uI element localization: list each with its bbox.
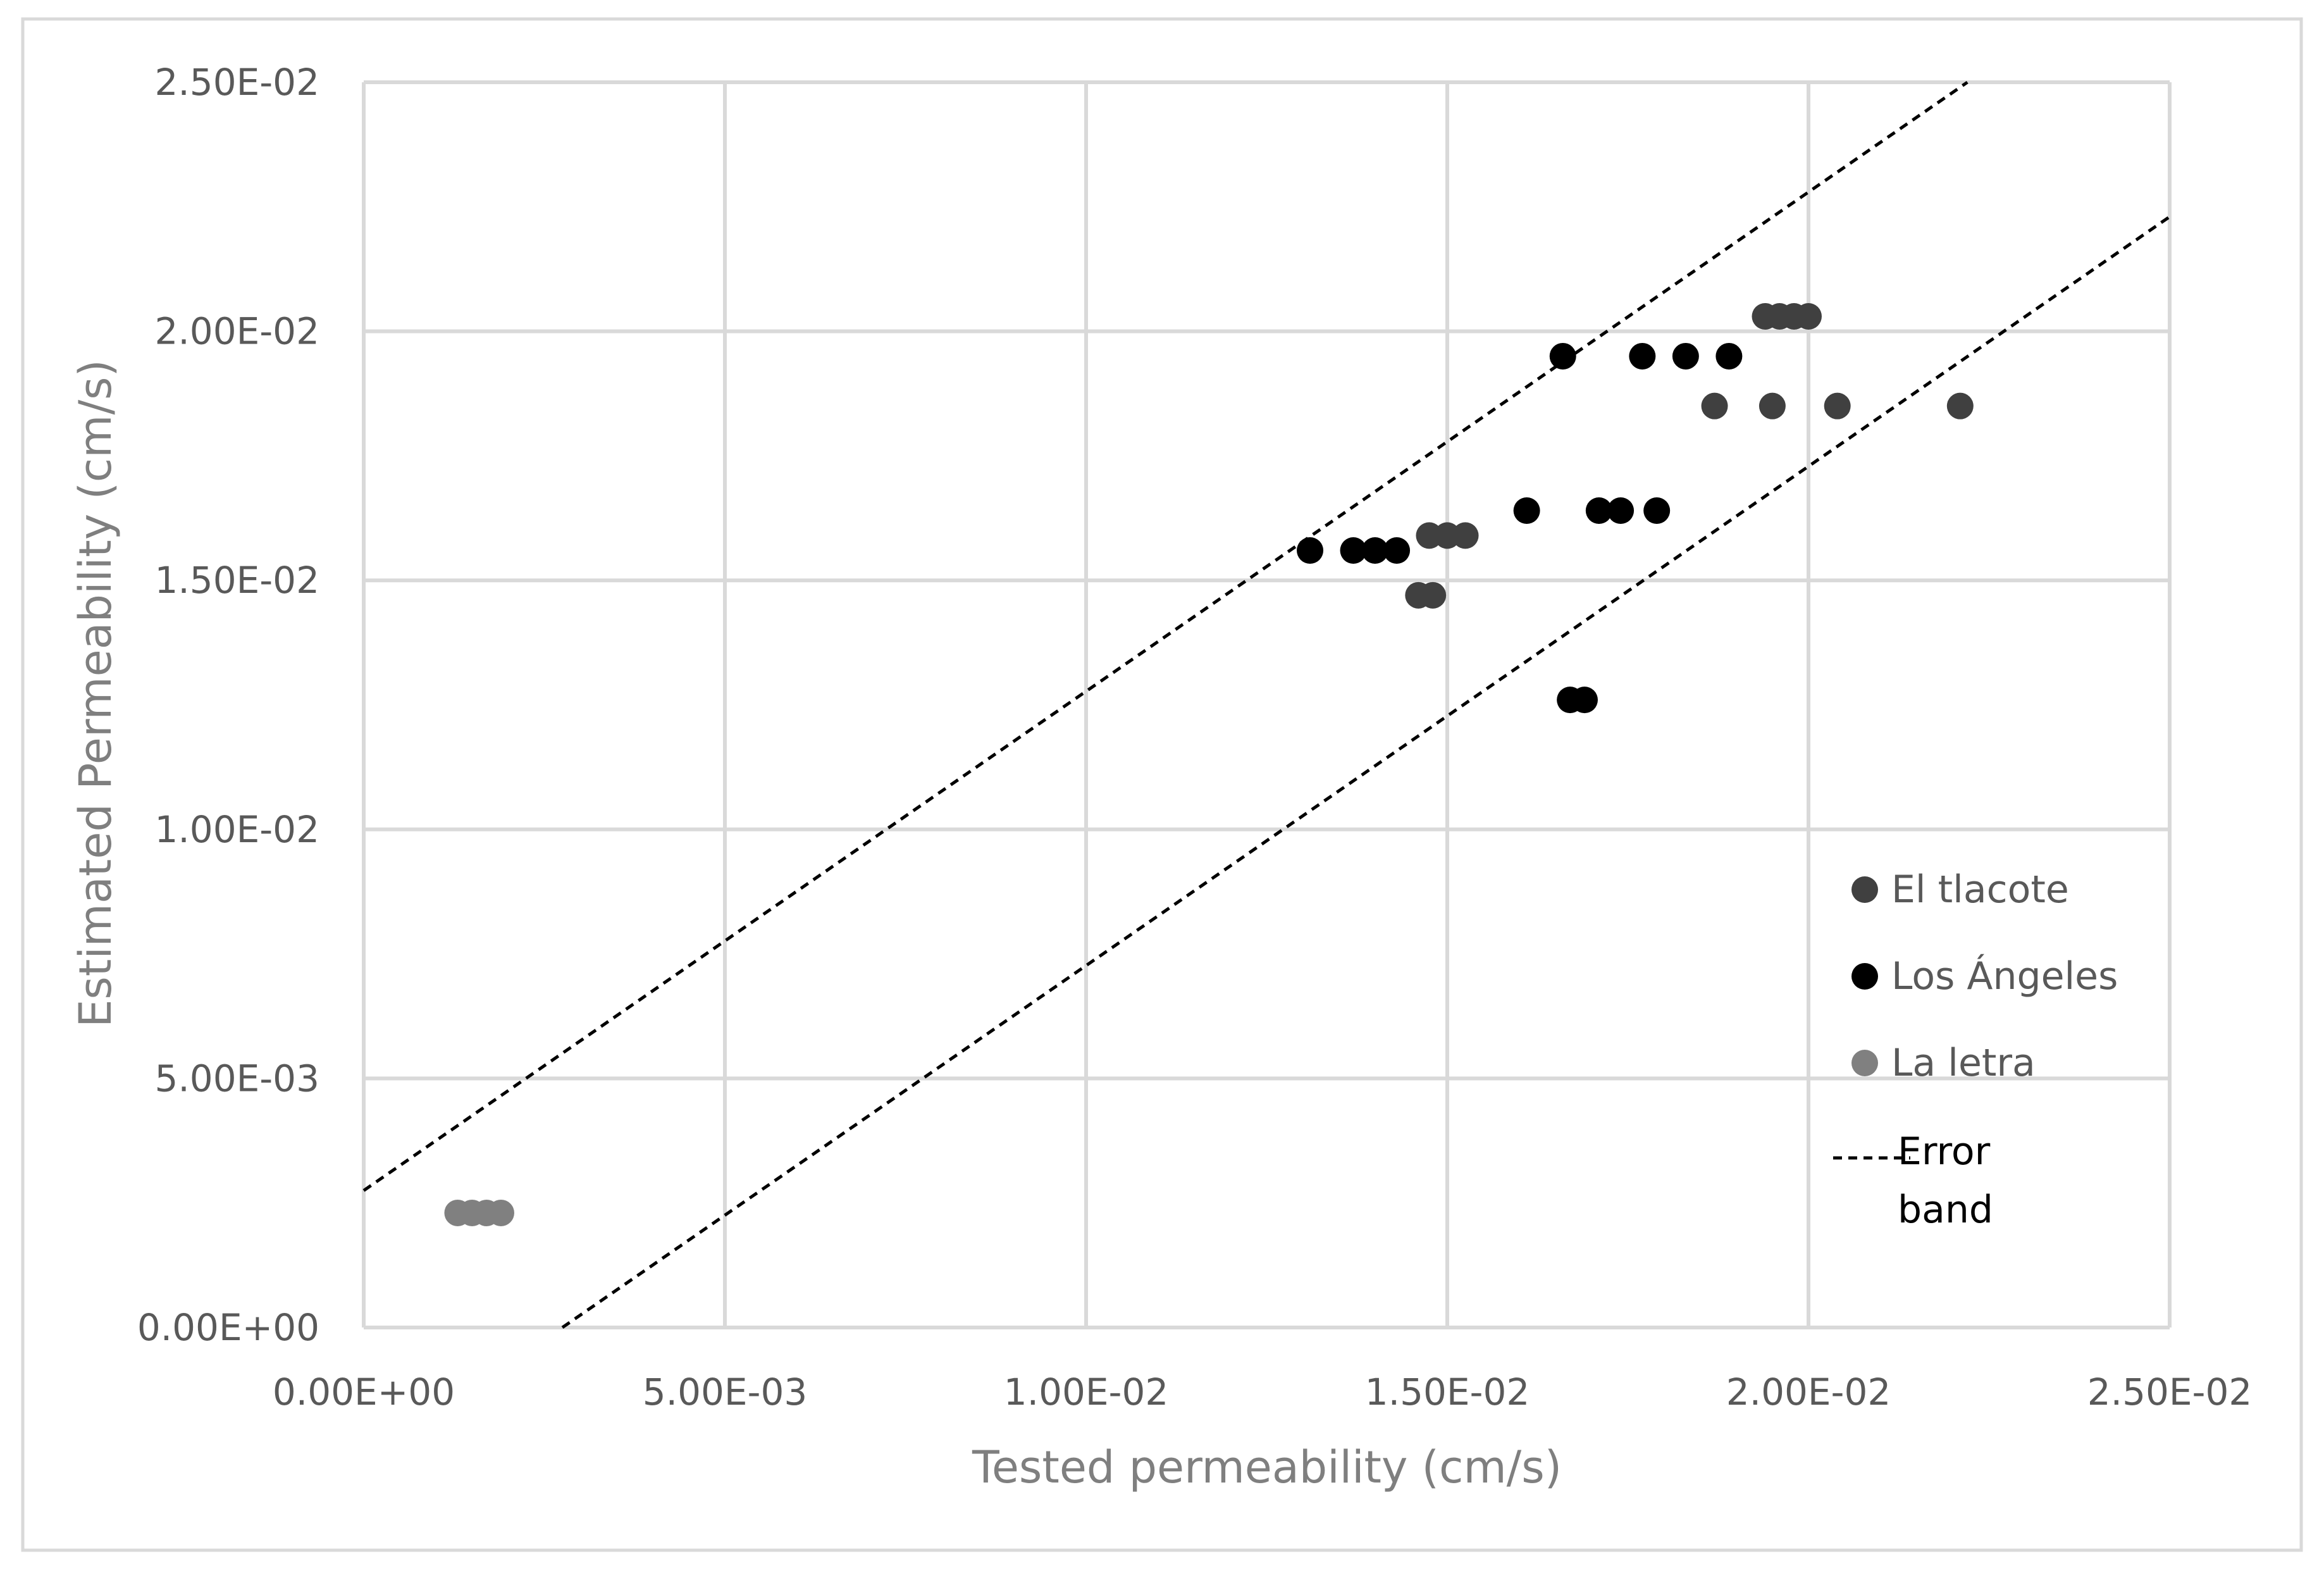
data-point	[1585, 497, 1612, 524]
legend-marker-el-tlacote	[1851, 876, 1878, 903]
data-point	[1701, 392, 1728, 420]
data-point	[1607, 497, 1635, 524]
x-tick-label: 2.50E-02	[2087, 1371, 2253, 1414]
x-tick-label: 1.00E-02	[1004, 1371, 1169, 1414]
x-axis-title: Tested permeability (cm/s)	[972, 1441, 1562, 1493]
x-tick-labels: 0.00E+00 5.00E-03 1.00E-02 1.50E-02 2.00E-02…	[273, 1371, 2252, 1414]
x-tick-label: 0.00E+00	[273, 1371, 455, 1414]
series-1	[1297, 342, 1743, 714]
y-tick-label: 2.50E-02	[154, 61, 319, 104]
data-point	[1715, 342, 1743, 370]
data-point	[1383, 537, 1411, 564]
legend-label-el-tlacote: El tlacote	[1891, 867, 2069, 912]
series-0	[1405, 302, 1974, 609]
data-point	[1513, 497, 1540, 524]
y-tick-label: 2.00E-02	[154, 310, 319, 353]
data-point	[1758, 392, 1786, 420]
data-point	[1643, 497, 1671, 524]
data-point	[1629, 342, 1656, 370]
y-tick-labels: 0.00E+00 5.00E-03 1.00E-02 1.50E-02 2.00E-02…	[137, 61, 319, 1349]
x-tick-label: 2.00E-02	[1726, 1371, 1891, 1414]
chart-frame	[21, 17, 2303, 1552]
data-point	[487, 1199, 514, 1226]
x-tick-label: 1.50E-02	[1365, 1371, 1530, 1414]
legend: El tlacote Los Ángeles La letra Error ba…	[1833, 867, 2118, 1232]
data-point	[1672, 342, 1699, 370]
legend-label-error-band-line1: Error	[1898, 1129, 1991, 1174]
y-tick-label: 5.00E-03	[154, 1057, 319, 1100]
legend-label-los-angeles: Los Ángeles	[1891, 954, 2118, 998]
data-point	[1452, 522, 1479, 549]
data-point	[1946, 392, 1974, 420]
legend-label-la-letra: La letra	[1891, 1041, 2036, 1085]
error-band-upper-line	[362, 80, 1969, 1192]
y-tick-label: 1.00E-02	[154, 808, 319, 851]
data-point	[1297, 537, 1324, 564]
legend-marker-la-letra	[1851, 1050, 1878, 1076]
y-axis-title: Estimated Permeability (cm/s)	[70, 359, 121, 1028]
data-point	[1419, 581, 1447, 609]
data-point	[1824, 392, 1851, 420]
error-band	[362, 80, 2171, 1329]
y-tick-label: 1.50E-02	[154, 559, 319, 602]
data-point	[1340, 537, 1367, 564]
grid	[362, 80, 2172, 1329]
series-2	[444, 1199, 514, 1226]
legend-marker-los-angeles	[1851, 963, 1878, 990]
data-point	[1549, 342, 1576, 370]
y-tick-label: 0.00E+00	[137, 1306, 319, 1349]
data-point	[1795, 302, 1822, 330]
data-point	[1571, 687, 1598, 714]
error-band-lower-line	[561, 215, 2171, 1329]
data-point	[1361, 537, 1388, 564]
data-points	[444, 302, 1974, 1226]
x-tick-label: 5.00E-03	[643, 1371, 808, 1414]
legend-label-error-band-line2: band	[1898, 1188, 1993, 1232]
